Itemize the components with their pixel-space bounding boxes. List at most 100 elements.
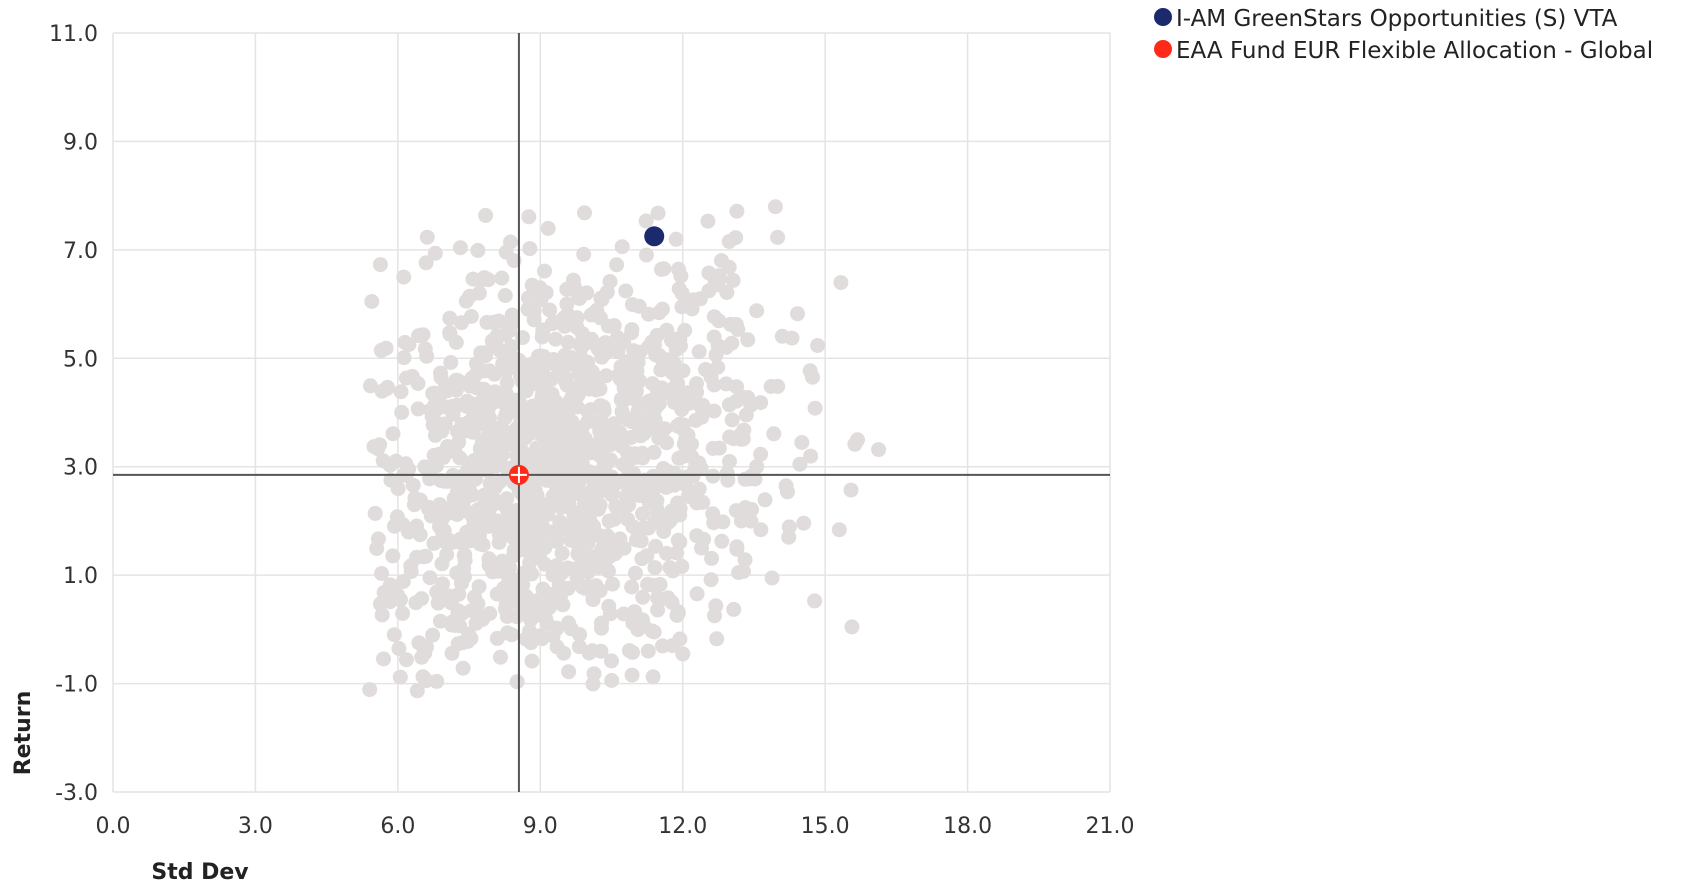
peer-point bbox=[629, 363, 645, 379]
peer-point bbox=[676, 436, 692, 452]
peer-point bbox=[698, 362, 713, 377]
peer-point bbox=[674, 402, 690, 417]
x-tick-label: 21.0 bbox=[1086, 814, 1135, 839]
peer-point bbox=[709, 631, 725, 647]
x-axis-title: Std Dev bbox=[151, 860, 249, 882]
peer-point bbox=[753, 522, 769, 538]
peer-point bbox=[480, 272, 496, 288]
peer-point bbox=[580, 578, 596, 594]
peer-point bbox=[461, 474, 477, 490]
peer-point bbox=[656, 465, 671, 481]
peer-point bbox=[749, 303, 765, 319]
peer-point bbox=[684, 301, 700, 317]
peer-point bbox=[460, 461, 476, 477]
peer-point bbox=[533, 348, 549, 364]
peer-point bbox=[513, 413, 529, 429]
peer-point bbox=[471, 285, 487, 301]
peer-point bbox=[705, 468, 721, 484]
peer-point bbox=[624, 579, 640, 595]
peer-point bbox=[584, 643, 600, 659]
peer-point bbox=[700, 213, 716, 229]
peer-point bbox=[465, 487, 481, 503]
peer-point bbox=[580, 403, 596, 419]
peer-point bbox=[625, 644, 640, 660]
peer-point bbox=[526, 446, 542, 462]
peer-point bbox=[680, 469, 696, 485]
peer-point bbox=[549, 358, 565, 374]
tick-labels: 0.0 3.0 6.0 9.0 12.0 15.0 18.0 21.0 11.0 9.0 7.0 5.… bbox=[49, 22, 1134, 839]
peer-point bbox=[452, 240, 468, 256]
peer-point bbox=[616, 500, 632, 516]
peer-point bbox=[521, 290, 536, 306]
peer-point bbox=[390, 481, 406, 497]
peer-point bbox=[705, 506, 721, 522]
peer-point bbox=[630, 622, 646, 638]
peer-point bbox=[451, 434, 467, 450]
peer-point bbox=[626, 343, 642, 359]
peer-point bbox=[392, 669, 408, 685]
peer-point bbox=[401, 524, 417, 540]
peer-point bbox=[601, 513, 617, 529]
peer-point bbox=[545, 474, 561, 490]
peer-point bbox=[426, 385, 442, 401]
peer-point bbox=[668, 231, 684, 247]
peer-point bbox=[796, 515, 812, 531]
peer-point bbox=[549, 620, 565, 636]
peer-point bbox=[670, 375, 686, 391]
peer-point bbox=[648, 538, 664, 554]
peer-point bbox=[604, 653, 619, 669]
peer-point bbox=[415, 669, 431, 685]
peer-point bbox=[466, 421, 482, 437]
peer-point bbox=[503, 234, 518, 250]
peer-point bbox=[414, 591, 430, 607]
peer-point bbox=[649, 500, 665, 516]
peer-point bbox=[375, 453, 391, 469]
peer-point bbox=[731, 565, 747, 581]
peer-point bbox=[634, 445, 650, 461]
peer-point bbox=[513, 486, 529, 501]
peer-point bbox=[646, 337, 662, 353]
peer-point bbox=[535, 362, 551, 378]
peer-point bbox=[690, 457, 705, 473]
peer-point bbox=[422, 471, 438, 487]
peer-point bbox=[706, 329, 722, 345]
peer-point bbox=[398, 456, 414, 472]
peer-point bbox=[603, 452, 618, 468]
peer-point bbox=[546, 314, 562, 330]
peer-point bbox=[630, 527, 646, 543]
peer-point bbox=[593, 544, 609, 560]
peer-point bbox=[680, 385, 696, 401]
peer-point bbox=[767, 199, 783, 215]
peer-point bbox=[613, 392, 629, 408]
peer-point bbox=[522, 241, 538, 257]
peer-point bbox=[738, 407, 754, 423]
peer-point bbox=[670, 604, 686, 620]
peer-point bbox=[385, 426, 401, 442]
peer-point bbox=[391, 641, 407, 656]
peer-point bbox=[471, 579, 487, 595]
y-tick-label: 5.0 bbox=[63, 347, 98, 372]
peer-point bbox=[526, 473, 542, 489]
peer-point bbox=[504, 307, 520, 323]
peer-point bbox=[663, 504, 679, 520]
peer-point bbox=[707, 608, 722, 624]
peer-point bbox=[466, 406, 482, 422]
peer-point bbox=[435, 450, 451, 465]
peer-point bbox=[434, 556, 450, 572]
peer-point bbox=[792, 456, 808, 472]
peer-point bbox=[494, 553, 510, 569]
peer-point bbox=[494, 270, 510, 286]
peer-point bbox=[694, 409, 710, 425]
peer-point bbox=[585, 676, 601, 692]
peer-point bbox=[376, 651, 391, 667]
peer-point bbox=[534, 374, 550, 390]
peer-point bbox=[367, 505, 383, 521]
peer-point bbox=[419, 639, 434, 655]
peer-point bbox=[805, 369, 820, 385]
peer-point bbox=[612, 371, 628, 387]
peer-point bbox=[810, 338, 826, 353]
peer-point bbox=[395, 605, 411, 621]
peer-point bbox=[570, 535, 586, 551]
peer-point bbox=[616, 606, 632, 622]
